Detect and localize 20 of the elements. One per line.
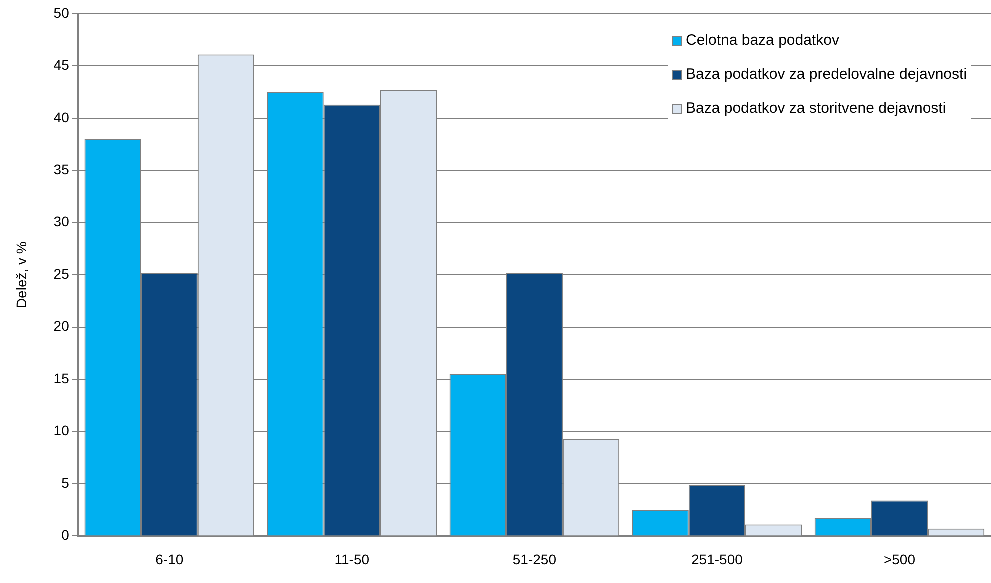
legend-label: Baza podatkov za predelovalne dejavnosti [686, 66, 968, 83]
x-tick-label: 51-250 [512, 551, 557, 568]
x-tick-label: >500 [884, 551, 916, 568]
y-tick-label: 45 [54, 57, 70, 74]
x-tick-label: 6-10 [156, 551, 184, 568]
y-tick-label: 40 [54, 109, 70, 126]
legend-label: Celotna baza podatkov [686, 32, 840, 49]
y-tick-label: 5 [62, 474, 70, 491]
y-tick-label: 0 [62, 527, 70, 544]
y-tick-label: 15 [54, 370, 70, 386]
y-tick-label: 25 [54, 266, 70, 282]
x-tick-label: 11-50 [334, 551, 370, 568]
x-tick-label: 251-500 [692, 551, 744, 568]
y-tick-label: 35 [54, 162, 70, 178]
y-tick-label: 30 [54, 214, 70, 230]
y-tick-label: 20 [54, 318, 70, 334]
y-tick-label: 50 [54, 4, 70, 21]
y-tick-label: 10 [54, 422, 70, 439]
legend-label: Baza podatkov za storitvene dejavnosti [686, 100, 946, 117]
y-axis-title: Delež, v % [13, 242, 30, 309]
